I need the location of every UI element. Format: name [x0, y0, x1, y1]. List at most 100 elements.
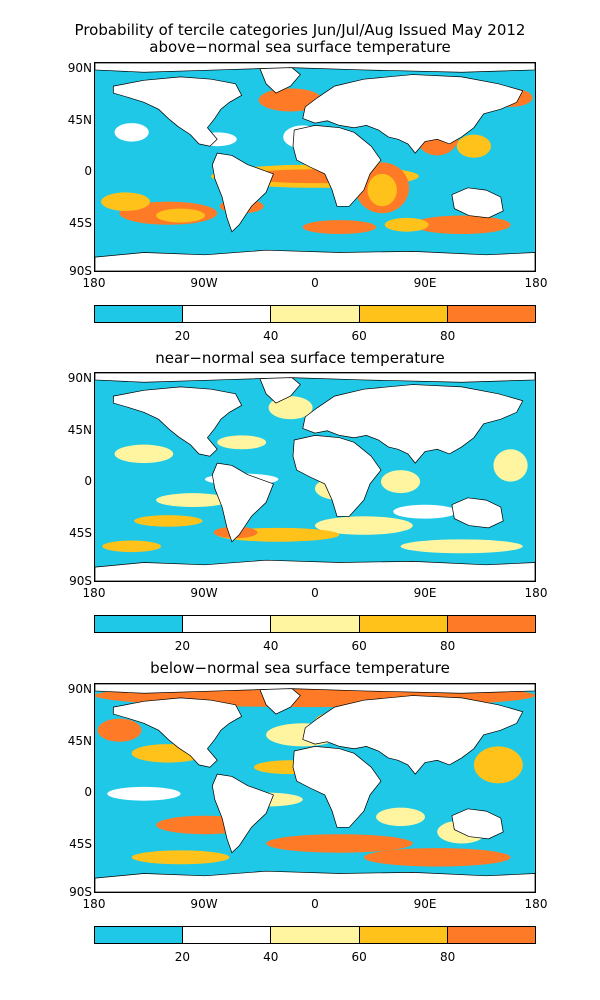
- continent-outline: [211, 773, 274, 854]
- colorbar-label: 40: [263, 329, 279, 343]
- continent-outline: [112, 697, 243, 768]
- continent-outline: [95, 373, 535, 383]
- continent-outline: [451, 187, 504, 219]
- map-canvas: [95, 63, 535, 271]
- longitude-label: 180: [524, 276, 548, 290]
- colorbar-label: 60: [351, 950, 367, 964]
- probability-patch: [393, 504, 457, 519]
- continent-outline: [95, 249, 535, 271]
- colorbar-segment: [359, 927, 448, 943]
- probability-patch: [102, 540, 161, 553]
- map-canvas: [95, 684, 535, 892]
- colorbar-segment: [183, 306, 272, 322]
- map-canvas: [95, 373, 535, 581]
- latitude-label: 0: [84, 164, 92, 178]
- longitude-label: 180: [82, 276, 106, 290]
- colorbar-segment: [95, 306, 184, 322]
- longitude-label: 180: [82, 586, 106, 600]
- colorbar-label: 60: [351, 329, 367, 343]
- probability-patch: [363, 848, 511, 867]
- probability-patch: [473, 746, 523, 784]
- colorbar-label: 40: [263, 639, 279, 653]
- longitude-label: 180: [524, 586, 548, 600]
- probability-patch: [400, 539, 523, 554]
- colorbar-segment: [447, 306, 536, 322]
- longitude-label: 0: [311, 276, 319, 290]
- longitude-label: 0: [311, 586, 319, 600]
- probability-patch: [101, 192, 150, 211]
- latitude-label: 90S: [69, 885, 92, 899]
- continent-outline: [211, 462, 274, 543]
- continent-outline: [451, 808, 504, 840]
- continent-outline: [95, 559, 535, 581]
- panel-above-normal: 90N 45N 0 45S 90S 180 90W 0 90E 180 20 40 60 80: [0, 62, 600, 362]
- longitude-label: 90W: [190, 897, 218, 911]
- panel-below-normal: 90N 45N 0 45S 90S 180 90W 0 90E 180 20 40 60 80: [0, 683, 600, 983]
- latitude-label: 45S: [69, 216, 92, 230]
- continent-outline: [302, 384, 524, 464]
- panel-1-subtitle: above−normal sea surface temperature: [149, 38, 451, 56]
- panel-3-subtitle: below−normal sea surface temperature: [150, 659, 450, 677]
- probability-patch: [114, 123, 149, 142]
- continent-outline: [95, 684, 535, 694]
- colorbar-segment: [447, 616, 536, 632]
- colorbar-segment: [183, 927, 272, 943]
- longitude-label: 90W: [190, 276, 218, 290]
- longitude-label: 180: [82, 897, 106, 911]
- continent-outline: [292, 746, 382, 828]
- continent-outline: [292, 435, 382, 517]
- probability-patch: [381, 470, 421, 494]
- continent-outline: [95, 870, 535, 892]
- latitude-label: 45S: [69, 526, 92, 540]
- longitude-label: 90E: [413, 897, 437, 911]
- latitude-label: 45N: [67, 734, 92, 748]
- colorbar-segment: [95, 616, 184, 632]
- colorbar-label: 80: [439, 329, 456, 343]
- colorbar-label: 20: [174, 950, 191, 964]
- longitude-label: 90W: [190, 586, 218, 600]
- colorbar-segment: [359, 306, 448, 322]
- probability-patch: [114, 444, 174, 464]
- colorbar-segment: [359, 616, 448, 632]
- latitude-label: 45N: [67, 423, 92, 437]
- probability-patch: [302, 220, 377, 235]
- latitude-label: 0: [84, 785, 92, 799]
- colorbar-segment: [183, 616, 272, 632]
- continent-outline: [292, 125, 382, 207]
- colorbar-segment: [271, 927, 360, 943]
- probability-patch: [97, 718, 142, 742]
- latitude-label: 90S: [69, 574, 92, 588]
- continent-outline: [112, 76, 243, 147]
- longitude-label: 90E: [413, 276, 437, 290]
- colorbar: [94, 615, 536, 633]
- probability-patch: [384, 217, 429, 232]
- colorbar-segment: [271, 306, 360, 322]
- longitude-label: 0: [311, 897, 319, 911]
- colorbar-label: 60: [351, 639, 367, 653]
- probability-patch: [156, 493, 230, 508]
- colorbar-label: 20: [174, 329, 191, 343]
- colorbar: [94, 305, 536, 323]
- panel-near-normal: 90N 45N 0 45S 90S 180 90W 0 90E 180 20 40 60 80: [0, 372, 600, 672]
- latitude-label: 90N: [67, 682, 92, 696]
- probability-patch: [456, 134, 491, 158]
- longitude-label: 180: [524, 897, 548, 911]
- colorbar-segment: [95, 927, 184, 943]
- probability-patch: [493, 449, 528, 482]
- probability-patch: [367, 173, 397, 207]
- continent-outline: [451, 497, 504, 529]
- colorbar-label: 80: [439, 639, 456, 653]
- continent-outline: [302, 695, 524, 775]
- latitude-label: 90N: [67, 61, 92, 75]
- probability-patch: [315, 516, 413, 535]
- probability-patch: [131, 850, 230, 865]
- latitude-label: 0: [84, 474, 92, 488]
- latitude-label: 45S: [69, 837, 92, 851]
- map-below-normal: [94, 683, 536, 893]
- colorbar-label: 80: [439, 950, 456, 964]
- colorbar-segment: [271, 616, 360, 632]
- latitude-label: 90S: [69, 264, 92, 278]
- figure-title: Probability of tercile categories Jun/Ju…: [74, 21, 526, 39]
- continent-outline: [302, 74, 524, 154]
- probability-patch: [412, 215, 511, 235]
